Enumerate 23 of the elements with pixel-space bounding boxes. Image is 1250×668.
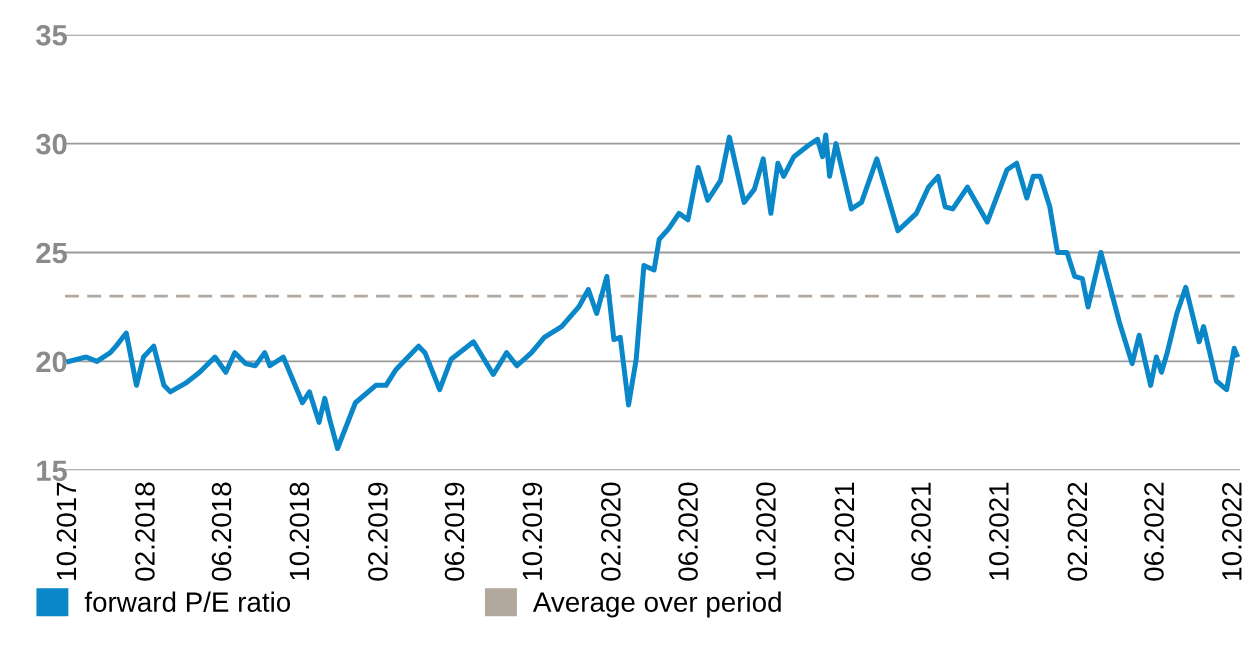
y-tick-label: 15	[37, 460, 67, 482]
y-tick-label: 20	[36, 351, 67, 373]
x-tick-label: 10.2017	[56, 482, 77, 580]
legend-label: Average over period	[532, 591, 781, 618]
x-tick-label: 02.2021	[834, 482, 855, 581]
x-tick-label: 10.2020	[756, 482, 776, 580]
legend-label: forward P/E ratio	[84, 591, 291, 612]
x-tick-label: 02.2018	[135, 482, 155, 581]
x-tick-label: 02.2020	[601, 482, 621, 581]
x-tick-label: 06.2018	[211, 482, 232, 581]
x-tick-label: 06.2020	[678, 482, 698, 581]
x-tick-label: 06.2021	[911, 482, 931, 581]
x-tick-label: 06.2022	[1144, 482, 1164, 581]
x-tick-label: 10.2022	[1222, 482, 1242, 580]
x-tick-label: 10.2019	[522, 482, 543, 580]
x-tick-label: 02.2019	[368, 482, 388, 581]
x-tick-label: 02.2022	[1067, 482, 1088, 581]
x-tick-label: 06.2019	[444, 482, 465, 581]
y-tick-label: 25	[36, 242, 67, 264]
y-tick-label: 35	[36, 24, 67, 46]
y-tick-label: 30	[36, 133, 67, 155]
x-tick-label: 10.2021	[989, 482, 1009, 580]
x-tick-label: 10.2018	[289, 482, 310, 580]
